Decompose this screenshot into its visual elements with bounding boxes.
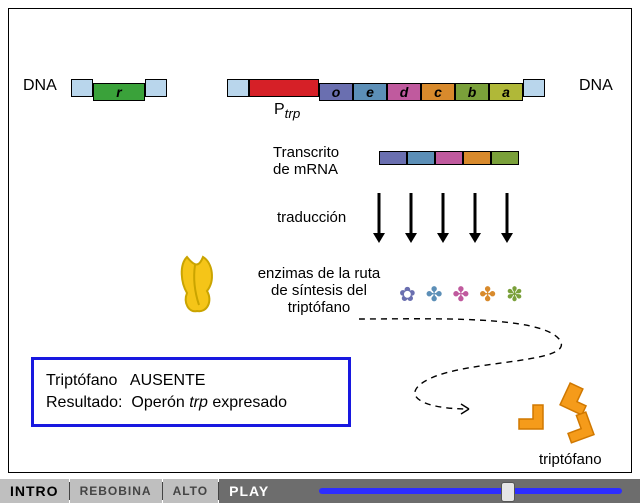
enzyme-icon: ✽ bbox=[506, 284, 523, 306]
stop-button[interactable]: ALTO bbox=[163, 479, 219, 503]
promoter-label: Ptrp bbox=[274, 101, 300, 121]
tryptophan-label: triptófano bbox=[539, 451, 602, 468]
gene-segment bbox=[145, 79, 167, 97]
status-result-value: Operón trp expresado bbox=[131, 394, 287, 411]
status-trp-value: AUSENTE bbox=[130, 372, 206, 389]
slider-knob[interactable] bbox=[501, 482, 515, 502]
gene-segment: d bbox=[387, 83, 421, 101]
enzymes-row: ✿ ✤ ✤ ✤ ✽ bbox=[399, 285, 533, 306]
mrna-label: Transcrito de mRNA bbox=[273, 144, 339, 178]
dna-label-right: DNA bbox=[579, 77, 613, 95]
enzyme-icon: ✤ bbox=[426, 284, 443, 306]
status-result-label: Resultado: bbox=[46, 394, 123, 411]
gene-segment: e bbox=[353, 83, 387, 101]
status-box: Triptófano AUSENTE Resultado: Operón trp… bbox=[31, 357, 351, 427]
gene-segment: r bbox=[93, 83, 145, 101]
gene-segment: o bbox=[319, 83, 353, 101]
operon-main: oedcba bbox=[227, 79, 545, 102]
gene-segment bbox=[71, 79, 93, 97]
status-trp-label: Triptófano bbox=[46, 372, 117, 389]
translation-arrows bbox=[369, 191, 529, 252]
dna-label-left: DNA bbox=[23, 77, 57, 95]
intro-button[interactable]: INTRO bbox=[0, 479, 69, 503]
gene-segment: a bbox=[489, 83, 523, 101]
gene-segment bbox=[249, 79, 319, 97]
gene-segment bbox=[227, 79, 249, 97]
gene-segment: b bbox=[455, 83, 489, 101]
operon-r: r bbox=[71, 79, 167, 102]
mrna-segment bbox=[379, 151, 407, 165]
translation-label: traducción bbox=[277, 209, 346, 226]
repressor-protein bbox=[173, 253, 221, 320]
mrna-transcript bbox=[379, 151, 519, 170]
mrna-segment bbox=[491, 151, 519, 165]
mrna-segment bbox=[463, 151, 491, 165]
control-bar: INTRO REBOBINA ALTO PLAY bbox=[0, 479, 640, 503]
enzyme-icon: ✿ bbox=[399, 284, 416, 306]
gene-segment: c bbox=[421, 83, 455, 101]
gene-segment bbox=[523, 79, 545, 97]
play-button[interactable]: PLAY bbox=[219, 479, 279, 503]
mrna-segment bbox=[435, 151, 463, 165]
enzyme-icon: ✤ bbox=[479, 284, 496, 306]
rewind-button[interactable]: REBOBINA bbox=[70, 479, 162, 503]
enzyme-icon: ✤ bbox=[453, 284, 470, 306]
mrna-segment bbox=[407, 151, 435, 165]
progress-slider[interactable] bbox=[319, 488, 622, 494]
